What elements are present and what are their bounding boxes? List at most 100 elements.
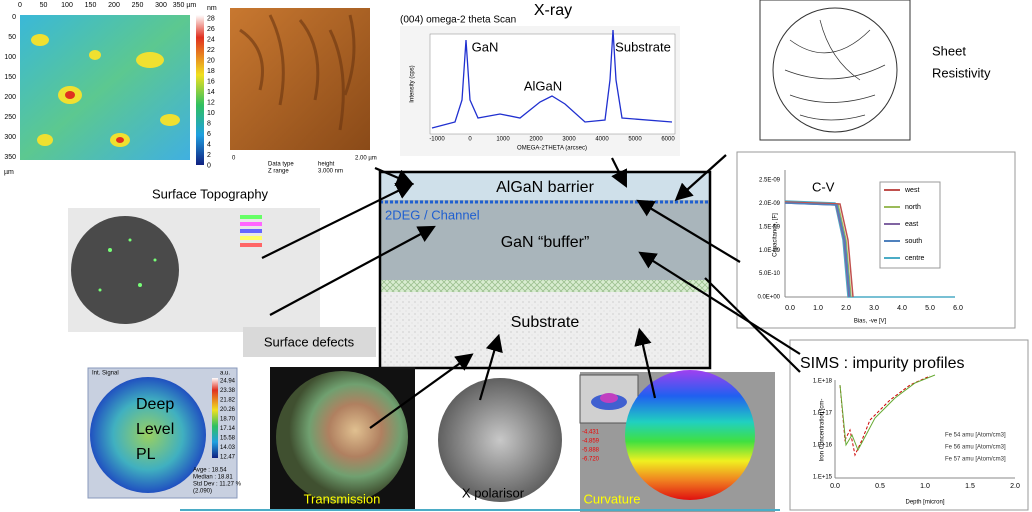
afm-y-tick: 100 bbox=[4, 54, 16, 61]
afm-scale: 0 bbox=[232, 156, 236, 162]
colorbar-label: 2 bbox=[207, 152, 211, 159]
colorbar-label: 6 bbox=[207, 131, 211, 138]
pl-scale-label: 17.14 bbox=[220, 426, 236, 432]
curvature-scale: -4.859 bbox=[582, 439, 600, 445]
afm-x-tick: 300 bbox=[155, 2, 167, 9]
x-polarisor-label: X polarisor bbox=[462, 485, 525, 500]
sheet-resistivity-label: Resistivity bbox=[932, 65, 991, 80]
afm-x-tick: 50 bbox=[40, 2, 48, 9]
pl-scale-label: 12.47 bbox=[220, 455, 236, 461]
legend-entry: south bbox=[905, 238, 922, 245]
cv-y-tick: 5.0E-10 bbox=[759, 271, 781, 277]
cv-x-label: Bias, -ve [V] bbox=[854, 319, 887, 325]
colorbar-label: 18 bbox=[207, 68, 215, 75]
afm-y-tick: 50 bbox=[8, 34, 16, 41]
afm-x-tick: 200 bbox=[108, 2, 120, 9]
curvature-scale: -6.720 bbox=[582, 457, 600, 463]
legend-entry: north bbox=[905, 204, 921, 211]
pl-scale-label: 24.94 bbox=[220, 379, 236, 385]
pl-header: Int. Signal bbox=[92, 371, 119, 377]
sims-x-tick: 1.5 bbox=[965, 483, 975, 490]
colorbar-label: 12 bbox=[207, 99, 215, 106]
legend-entry: Fe 54 amu [Atom/cm3] bbox=[945, 433, 1006, 439]
afm-x-tick: 150 bbox=[85, 2, 97, 9]
curvature-scale: -4.431 bbox=[582, 430, 600, 436]
sims-y-label: Iron Concentration [cm- bbox=[820, 399, 826, 462]
cv-x-tick: 5.0 bbox=[925, 305, 935, 312]
legend-entry: east bbox=[905, 221, 918, 228]
afm-map bbox=[20, 15, 204, 165]
colorbar-label: 14 bbox=[207, 89, 215, 96]
cv-x-tick: 0.0 bbox=[785, 305, 795, 312]
afm-scale: 2.00 µm bbox=[355, 156, 377, 162]
pl-scale-label: 14.03 bbox=[220, 445, 236, 451]
cv-x-tick: 2.0 bbox=[841, 305, 851, 312]
layer-stack bbox=[380, 172, 710, 368]
xray-x-tick: 1000 bbox=[496, 137, 510, 143]
pl-label: Deep bbox=[136, 396, 174, 413]
afm-y-tick: 300 bbox=[4, 134, 16, 141]
afm-x-tick: 100 bbox=[61, 2, 73, 9]
sims-x-tick: 1.0 bbox=[920, 483, 930, 490]
pl-scale-label: 23.38 bbox=[220, 388, 236, 394]
legend-entry: west bbox=[904, 187, 919, 194]
cv-y-label: Capacitance, [F] bbox=[773, 213, 779, 257]
layer-label: AlGaN barrier bbox=[496, 179, 594, 196]
sheet-resistivity-label: Sheet bbox=[932, 43, 966, 58]
xray-subtitle: (004) omega-2 theta Scan bbox=[400, 15, 516, 26]
pl-scale-label: 20.26 bbox=[220, 407, 236, 413]
sims-x-tick: 0.5 bbox=[875, 483, 885, 490]
sheet-resistivity-image bbox=[760, 0, 910, 140]
sims-title: SIMS : impurity profiles bbox=[800, 355, 964, 372]
xray-x-tick: 4000 bbox=[595, 137, 609, 143]
peak-label: AlGaN bbox=[524, 78, 562, 93]
sims-x-tick: 2.0 bbox=[1010, 483, 1020, 490]
afm-unit: µm bbox=[4, 169, 14, 176]
colorbar-label: 22 bbox=[207, 47, 215, 54]
colorbar-label: nm bbox=[207, 5, 217, 12]
colorbar-label: 10 bbox=[207, 110, 215, 117]
afm-x-tick: 0 bbox=[18, 2, 22, 9]
pl-scale-label: 15.58 bbox=[220, 436, 236, 442]
xray-title: X-ray bbox=[534, 2, 572, 19]
pl-unit: a.u. bbox=[220, 371, 230, 377]
xray-x-tick: 6000 bbox=[661, 137, 675, 143]
afm-y-tick: 150 bbox=[4, 74, 16, 81]
cv-x-tick: 6.0 bbox=[953, 305, 963, 312]
page: { "afm_map": {"x_ticks": ["0", "50", "10… bbox=[0, 0, 1032, 512]
curvature-scale: -5.888 bbox=[582, 448, 600, 454]
legend-entry: centre bbox=[905, 255, 925, 262]
xray-x-tick: -1000 bbox=[429, 137, 445, 143]
afm-y-tick: 250 bbox=[4, 114, 16, 121]
colorbar-label: 20 bbox=[207, 57, 215, 64]
cv-x-tick: 1.0 bbox=[813, 305, 823, 312]
xray-x-label: OMEGA-2THETA (arcsec) bbox=[517, 146, 587, 152]
cv-x-tick: 3.0 bbox=[869, 305, 879, 312]
diagram: 050100150200250300350 µm0501001502002503… bbox=[0, 0, 1032, 512]
pl-label: Level bbox=[136, 421, 174, 438]
cv-title: C-V bbox=[812, 179, 835, 194]
legend-entry: Fe 56 amu [Atom/cm3] bbox=[945, 445, 1006, 451]
afm-info: Z range bbox=[268, 169, 289, 175]
sims-y-tick: 1.E+15 bbox=[813, 475, 833, 481]
curvature-label: Curvature bbox=[583, 491, 640, 506]
legend-entry: Fe 57 amu [Atom/cm3] bbox=[945, 457, 1006, 463]
afm-y-tick: 200 bbox=[4, 94, 16, 101]
peak-label: GaN bbox=[472, 39, 499, 54]
afm-x-tick: 250 bbox=[132, 2, 144, 9]
colorbar-label: 0 bbox=[207, 162, 211, 169]
xray-y-label: Intensity (cps) bbox=[410, 65, 416, 102]
layer-label: 2DEG / Channel bbox=[385, 207, 480, 222]
afm-y-tick: 0 bbox=[12, 14, 16, 21]
pl-stat: (2.090) bbox=[193, 489, 212, 495]
cv-y-tick: 2.5E-09 bbox=[759, 178, 781, 184]
xray-x-tick: 3000 bbox=[562, 137, 576, 143]
pl-stat: Std Dev : 11.27 % bbox=[193, 482, 242, 488]
sims-y-tick: 1.E+18 bbox=[813, 379, 833, 385]
transmission-label: Transmission bbox=[304, 491, 381, 506]
sims-x-tick: 0.0 bbox=[830, 483, 840, 490]
xray-x-tick: 2000 bbox=[529, 137, 543, 143]
afm-x-tick: 350 µm bbox=[173, 2, 197, 9]
sims-x-label: Depth [micron] bbox=[905, 500, 944, 506]
surface-defects-label: Surface defects bbox=[264, 334, 355, 349]
